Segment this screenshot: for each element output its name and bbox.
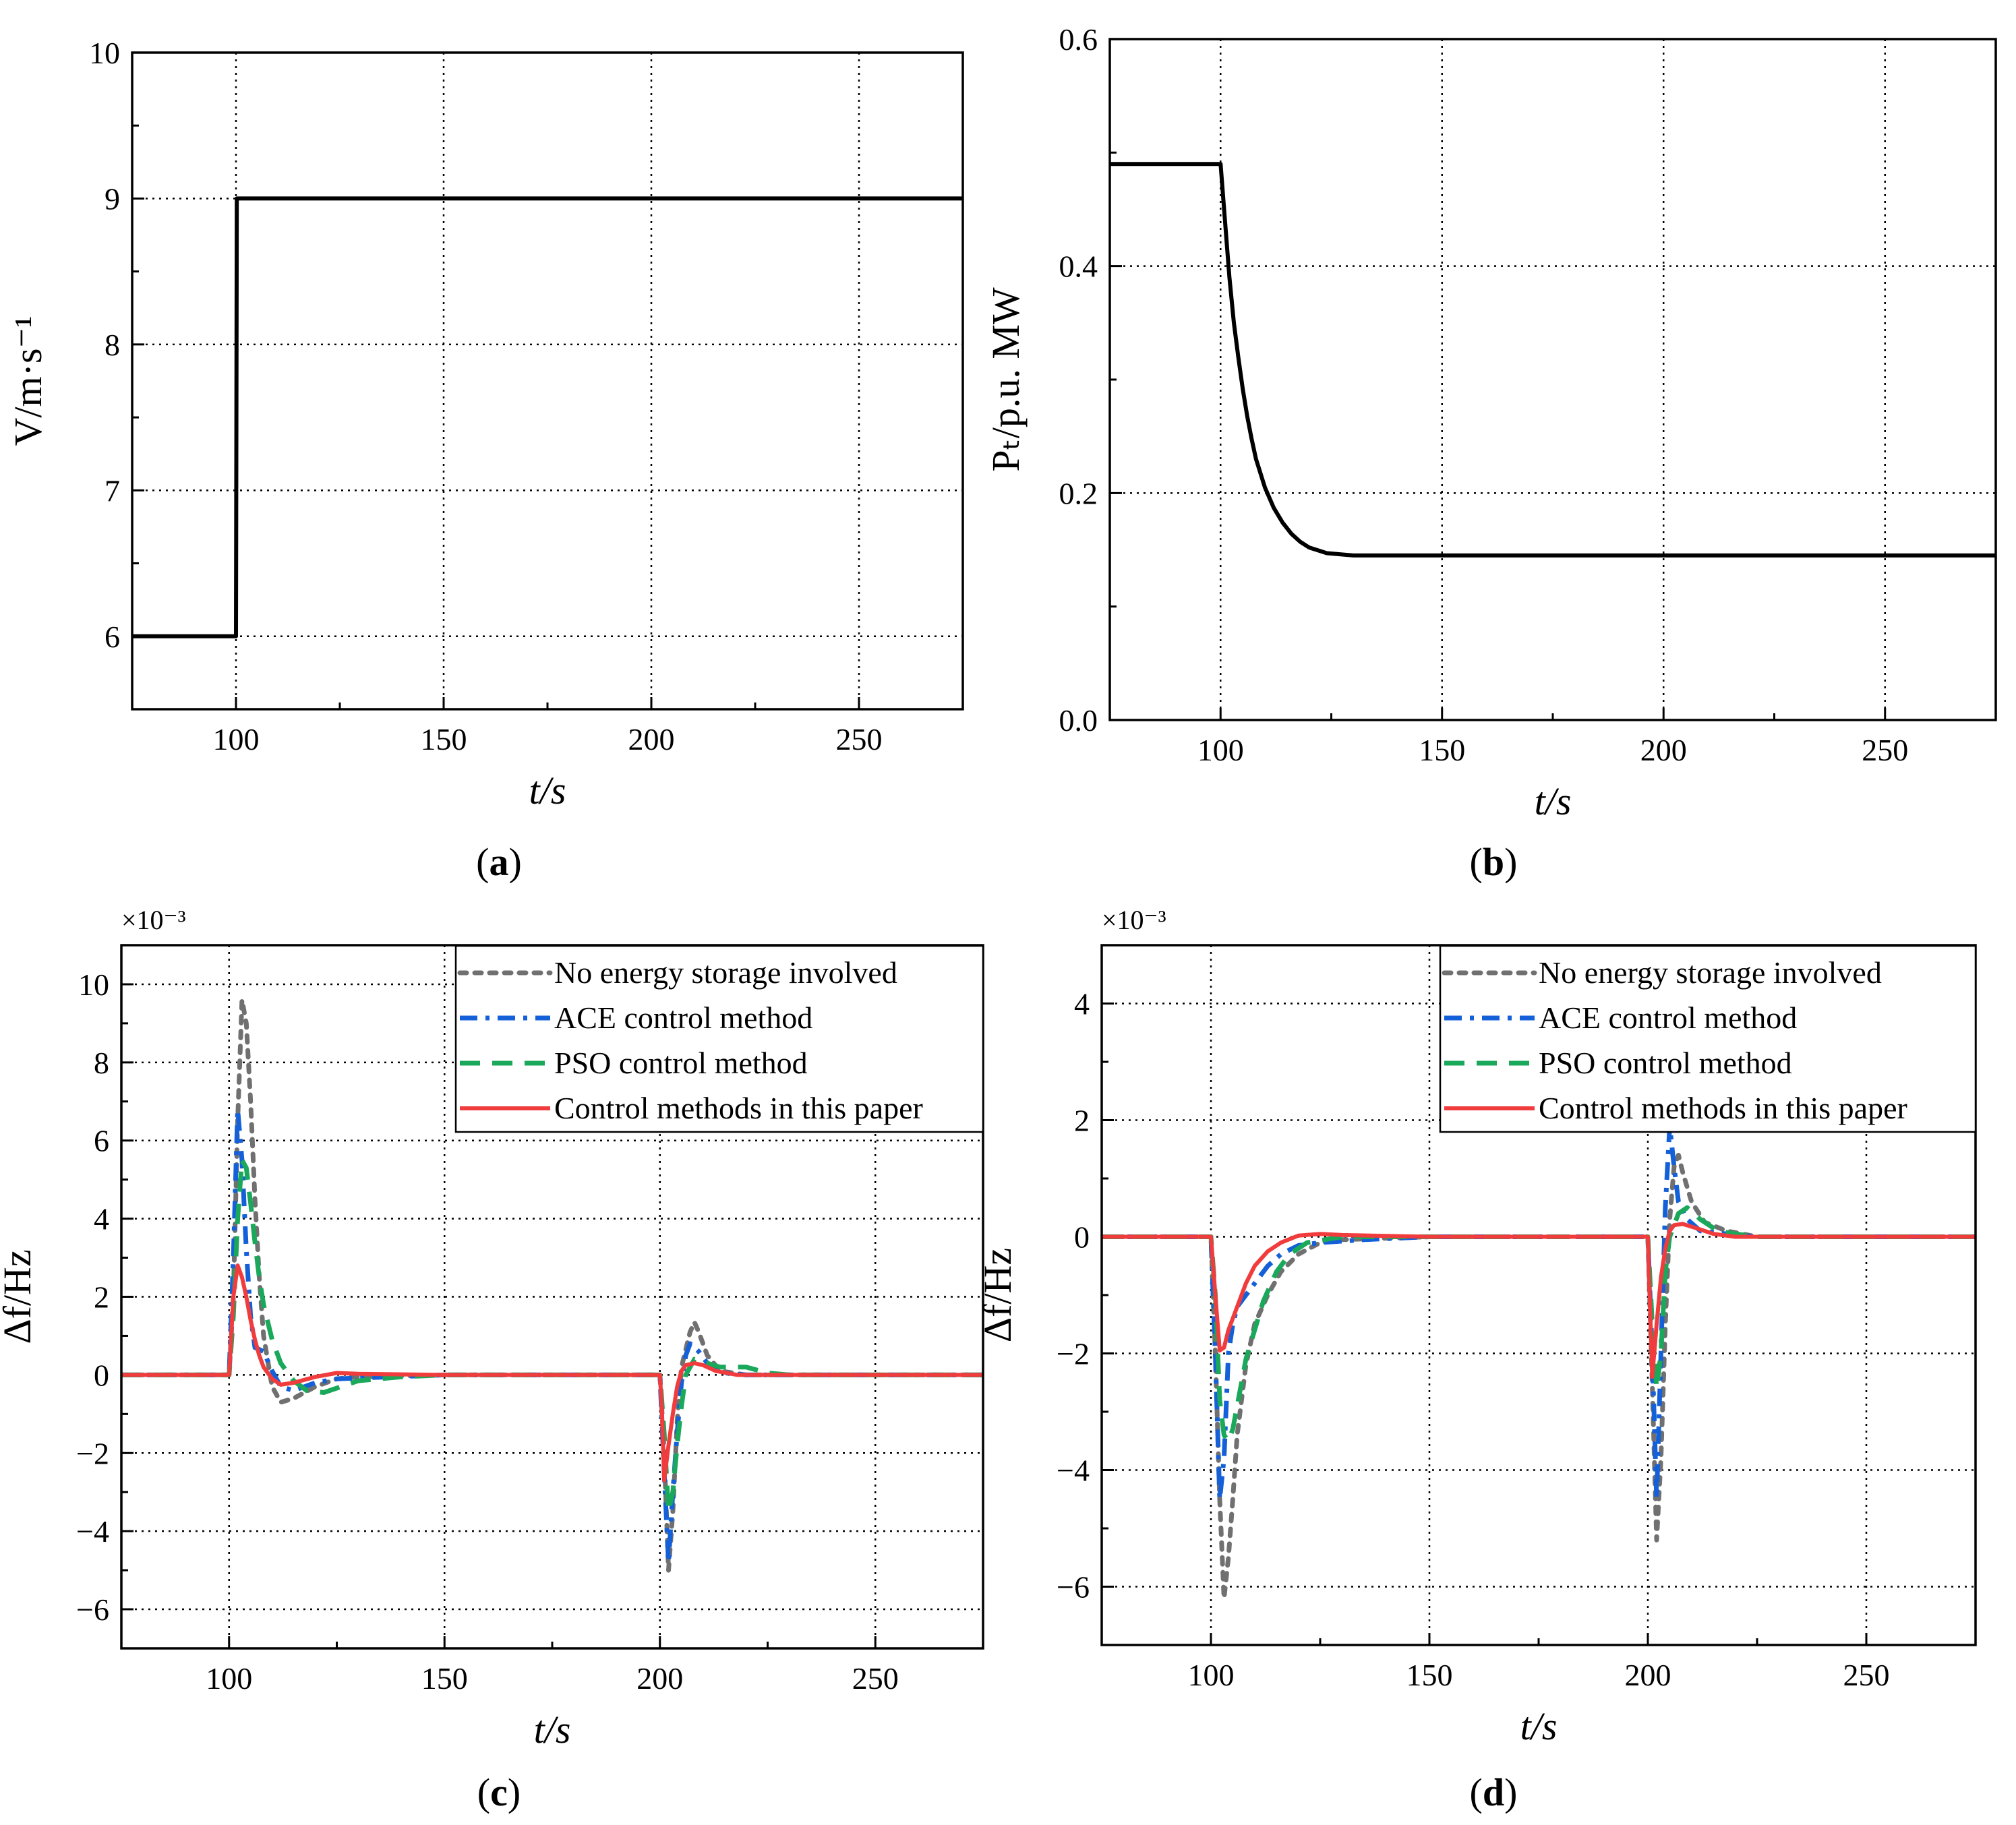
panel-label: (d) (1470, 1770, 1518, 1814)
series-line-1 (121, 1106, 983, 1565)
x-tick-label: 100 (213, 722, 260, 756)
legend-box (1439, 945, 1977, 1133)
series-line-1 (1102, 1123, 1976, 1502)
series-line-0 (1102, 1152, 1976, 1601)
x-tick-label: 200 (628, 722, 675, 756)
legend: No energy storage involved ACE control me… (1439, 945, 1977, 1133)
y-axis-title: Δf/Hz (0, 1249, 39, 1344)
x-axis-title: t/s (1535, 779, 1572, 823)
y-tick-label: 0 (94, 1358, 109, 1392)
x-axis-title: t/s (1520, 1704, 1558, 1748)
x-tick-label: 150 (421, 722, 467, 756)
series-line-2 (121, 1158, 983, 1514)
x-tick-label: 200 (636, 1661, 683, 1696)
x-tick-label: 200 (1640, 733, 1687, 767)
x-tick-label: 250 (1843, 1658, 1890, 1692)
x-tick-label: 250 (1862, 733, 1908, 767)
chart-panel-a: 100 150 200 250 6 7 8 9 10 t/s V/m·s⁻¹ (a) (6, 36, 964, 884)
chart-panel-c: 100 150 200 250 −6 −4 −2 0 2 4 6 8 10 ×10⁻³ t/s Δf/Hz (c… (0, 905, 984, 1814)
y-tick-label: 10 (89, 36, 120, 70)
y-axis-title: Pₜ/p.u. MW (984, 287, 1028, 472)
x-axis-title: t/s (534, 1708, 571, 1752)
panel-label: (b) (1470, 840, 1518, 884)
y-multiplier-label: ×10⁻³ (121, 905, 186, 935)
y-tick-label: 4 (1074, 987, 1090, 1021)
y-tick-label: 6 (105, 620, 120, 654)
legend-entry-2: PSO control method (1539, 1046, 1792, 1080)
x-tick-label: 100 (1197, 733, 1244, 767)
x-tick-label: 100 (206, 1661, 252, 1696)
series-line-0 (132, 196, 963, 638)
x-tick-label: 100 (1188, 1658, 1235, 1692)
legend-entry-1: ACE control method (554, 1000, 812, 1035)
y-tick-label: −6 (1057, 1570, 1090, 1605)
y-tick-label: 0.2 (1059, 476, 1098, 510)
x-tick-label: 150 (1419, 733, 1465, 767)
chart-panel-b: 100 150 200 250 0.0 0.2 0.4 0.6 t/s Pₜ/p.u. MW (b) (984, 22, 1997, 884)
legend: No energy storage involved ACE control me… (454, 945, 984, 1133)
y-multiplier-label: ×10⁻³ (1102, 905, 1166, 935)
y-axis-title: Δf/Hz (976, 1248, 1019, 1342)
y-tick-label: 2 (1074, 1104, 1090, 1138)
series-line-0 (121, 997, 983, 1573)
legend-entry-1: ACE control method (1539, 1000, 1797, 1035)
y-tick-label: 10 (78, 967, 109, 1002)
y-tick-label: 4 (94, 1202, 109, 1236)
y-tick-label: −4 (1057, 1454, 1090, 1488)
x-tick-label: 250 (852, 1661, 899, 1696)
y-tick-label: 9 (105, 181, 120, 216)
y-tick-label: −2 (1057, 1337, 1090, 1371)
plot-frame (1108, 38, 1997, 721)
legend-entry-0: No energy storage involved (554, 955, 897, 990)
legend-entry-2: PSO control method (554, 1046, 808, 1080)
panel-label: (c) (477, 1770, 521, 1814)
x-tick-label: 200 (1625, 1658, 1671, 1692)
legend-entry-3: Control methods in this paper (1539, 1091, 1907, 1125)
x-tick-label: 150 (421, 1661, 468, 1696)
y-tick-label: 7 (105, 473, 120, 508)
series-line-0 (1110, 162, 1996, 558)
y-tick-label: 6 (94, 1124, 109, 1158)
y-tick-label: 0 (1074, 1220, 1090, 1255)
series-line-3 (1102, 1222, 1976, 1379)
plot-frame (131, 51, 964, 711)
x-axis-title: t/s (529, 769, 566, 812)
y-axis-title: V/m·s⁻¹ (6, 316, 50, 446)
chart-panel-d: 100 150 200 250 −6 −4 −2 0 2 4 ×10⁻³ t/s Δf/Hz (d) No … (976, 905, 1977, 1814)
y-tick-label: −2 (76, 1436, 109, 1470)
x-tick-label: 150 (1406, 1658, 1453, 1692)
y-tick-label: 0.4 (1059, 249, 1098, 284)
legend-entry-3: Control methods in this paper (554, 1091, 923, 1125)
x-tick-label: 250 (836, 722, 883, 756)
y-tick-label: 8 (105, 328, 120, 362)
y-tick-label: 0.0 (1059, 703, 1098, 738)
panel-label: (a) (476, 840, 522, 884)
y-tick-label: 8 (94, 1046, 109, 1080)
legend-entry-0: No energy storage involved (1539, 955, 1882, 990)
y-tick-label: −6 (76, 1592, 109, 1627)
y-tick-label: −4 (76, 1514, 109, 1549)
legend-box (454, 945, 984, 1133)
y-tick-label: 0.6 (1059, 22, 1098, 57)
y-tick-label: 2 (94, 1280, 109, 1315)
series-line-2 (1102, 1205, 1976, 1443)
series-line-3 (121, 1263, 983, 1483)
